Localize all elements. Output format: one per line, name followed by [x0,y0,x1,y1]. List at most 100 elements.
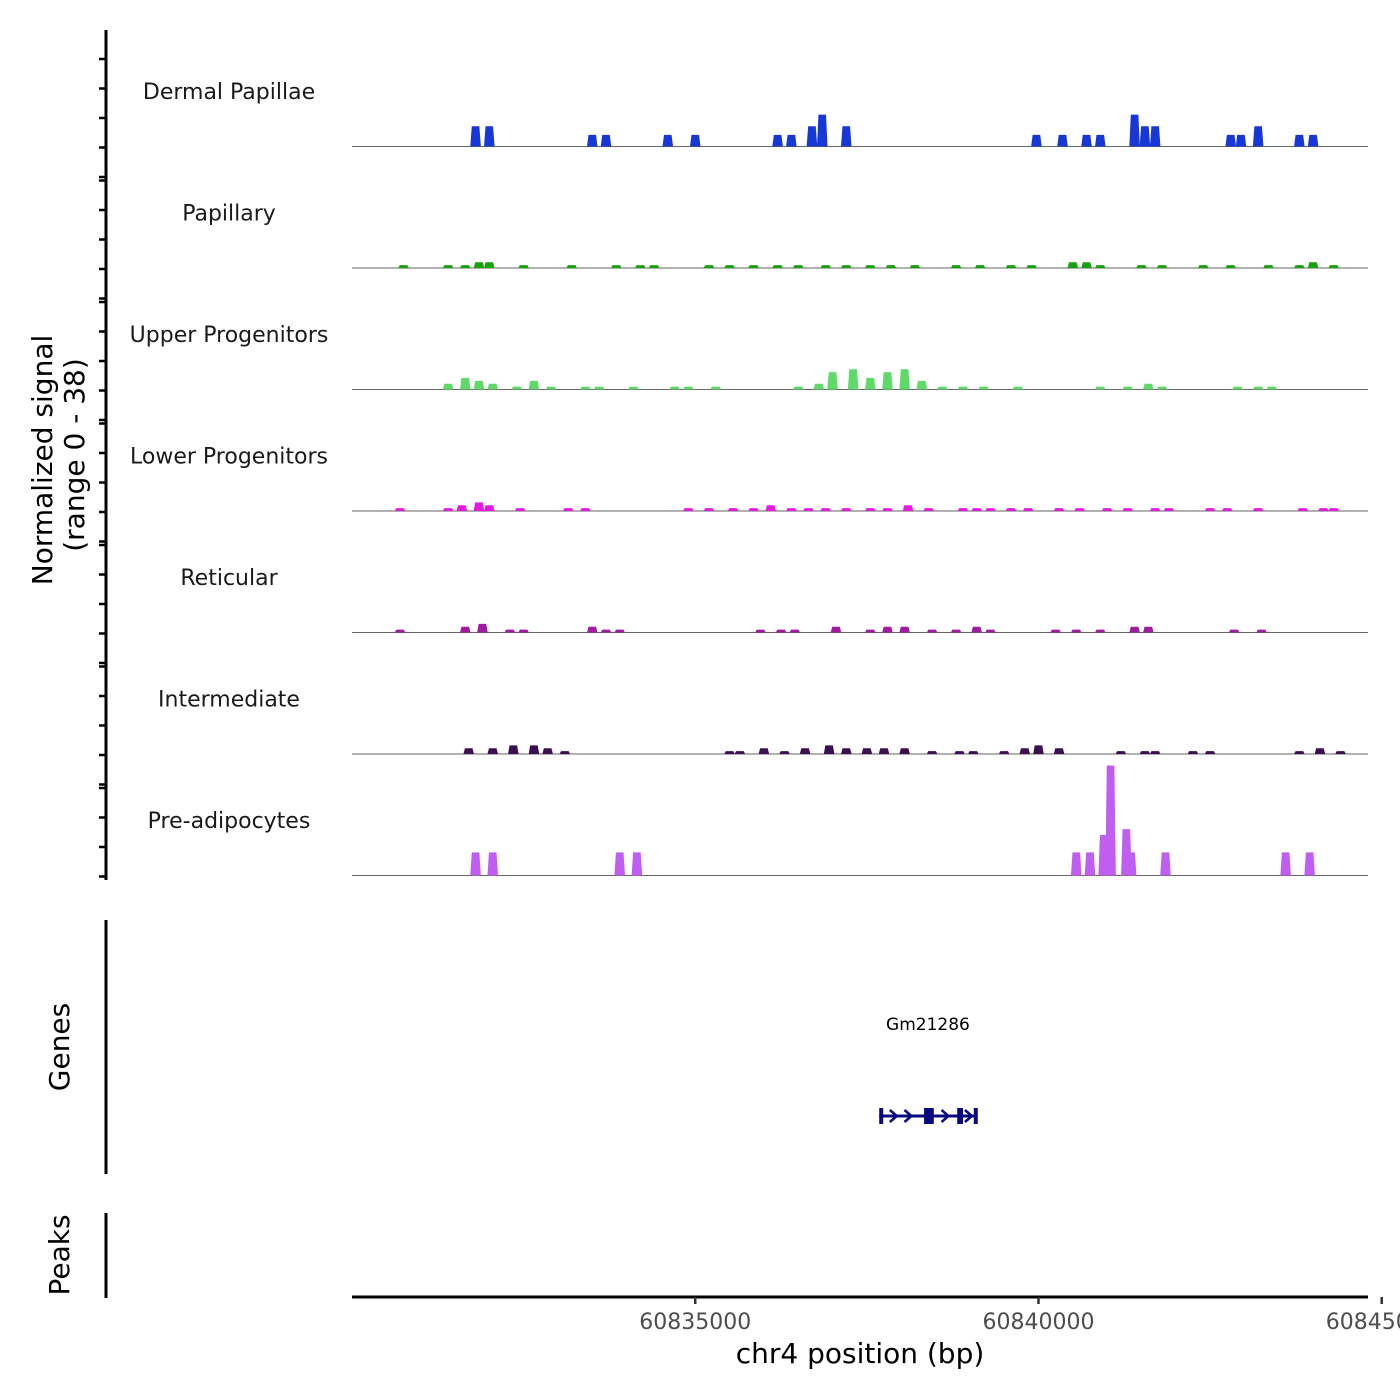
signal-peak [882,372,893,390]
peaks-track-title: Peaks [43,1214,76,1295]
signal-peak [1221,508,1233,511]
signal-peak [878,748,890,754]
coverage-tracks [352,114,1368,876]
signal-peak [1225,134,1236,147]
signal-peak [545,386,557,390]
signal-peak [683,386,694,390]
signal-peak [648,265,660,268]
signal-peak [442,508,454,511]
signal-peak [1053,508,1065,511]
signal-peak [765,505,777,511]
y-axis-title: Normalized signal [26,335,59,586]
signal-peak [1125,852,1137,876]
gene-track [879,1108,978,1124]
signal-peak [786,508,797,511]
signal-peak [683,508,694,511]
signal-peak [724,265,735,268]
signal-peak [1022,508,1034,511]
signal-peak [1005,508,1017,511]
signal-peak [1050,629,1061,633]
signal-peak [1101,508,1113,511]
signal-peak [1139,751,1151,754]
signal-peak [861,748,873,754]
signal-peak [484,126,495,147]
signal-peak [950,265,962,268]
signal-peak [1139,126,1151,147]
signal-peak [916,380,928,390]
labels: Dermal Papillae Papillary Upper Progenitor… [26,80,1400,1370]
signal-peak [1280,852,1291,876]
signal-peak [600,629,612,633]
signal-peak [885,265,897,268]
signal-peak [463,748,474,754]
signal-peak [1129,114,1140,147]
signal-peak [1307,134,1319,147]
signal-peak [865,265,876,268]
signal-peak [518,629,529,633]
signal-peak [1235,134,1247,147]
signal-peak [1122,508,1134,511]
signal-peak [504,629,516,633]
signal-peak [487,383,499,390]
signal-peak [518,265,529,268]
signal-peak [1225,265,1236,268]
signal-peak [669,386,680,390]
signal-peak [600,134,612,147]
signal-peak [779,751,790,754]
signal-peak [786,134,797,147]
gene-strand-arrow [903,1109,914,1123]
signal-peak [487,748,499,754]
signal-peak [611,265,622,268]
signal-peak [727,508,739,511]
signal-peak [1307,262,1319,268]
gene-exon [957,1108,964,1124]
signal-peak [1335,751,1346,754]
signal-peak [1263,265,1274,268]
signal-peak [899,748,910,754]
signal-peak [1328,265,1339,268]
gene-name-label: Gm21286 [886,1015,970,1035]
track-label: Intermediate [158,688,300,713]
signal-peak [1084,852,1096,876]
signal-peak [459,265,471,268]
signal-peak [1204,751,1216,754]
signal-peak [755,629,766,633]
signal-peak [1297,508,1309,511]
signal-peak [1094,629,1106,633]
signal-peak [484,505,495,511]
signal-peak [971,508,982,511]
signal-peak [528,380,540,390]
signal-peak [586,626,598,633]
signal-peak [1160,852,1171,876]
signal-peak [459,626,471,633]
signal-peak [1005,265,1017,268]
signal-peak [813,383,825,390]
signal-peak [865,508,876,511]
signal-peak [394,629,406,633]
signal-peak [899,626,910,633]
signal-peak [840,508,852,511]
signal-peak [1149,126,1161,147]
signal-peak [1204,508,1216,511]
signal-peak [816,114,828,147]
signal-peak [772,265,783,268]
signal-peak [593,386,605,390]
signal-peak [1012,386,1024,390]
signal-peak [865,629,876,633]
signal-peak [628,386,639,390]
signal-peak [1033,745,1044,754]
signal-peak [1019,748,1031,754]
signal-peak [926,751,938,754]
track-label: Papillary [182,202,276,227]
signal-peak [865,377,876,390]
signal-peak [985,629,996,633]
signal-peak [1143,626,1154,633]
signal-peak [1252,508,1264,511]
signal-peak [394,508,406,511]
signal-peak [1074,508,1085,511]
signal-peak [1163,508,1175,511]
signal-peak [635,265,646,268]
signal-peak [398,265,409,268]
signal-peak [442,383,454,390]
signal-peak [1232,386,1243,390]
